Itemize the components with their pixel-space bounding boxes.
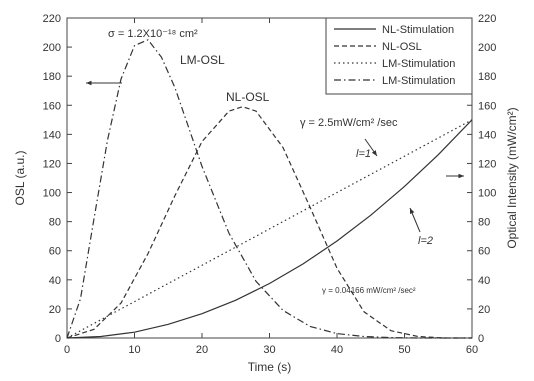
x-tick-label: 10 — [128, 344, 140, 356]
x-axis-label: Time (s) — [248, 360, 292, 374]
y-tick-label: 60 — [49, 246, 61, 258]
annotation-sigma: σ = 1.2X10⁻¹⁸ cm² — [108, 28, 198, 40]
y-tick-label: 200 — [43, 42, 61, 54]
annotation-l1: l=1 — [356, 148, 371, 160]
legend-box — [325, 17, 473, 95]
y-tick-label: 120 — [43, 158, 61, 170]
y2-tick-label: 60 — [478, 246, 490, 258]
y2-tick-label: 140 — [478, 129, 496, 141]
y2-tick-label: 0 — [478, 333, 484, 345]
annotation-gamma-nonlinear: γ = 0.04166 mW/cm² /sec² — [322, 286, 416, 295]
arrow-to-l2-curve-head — [410, 208, 415, 214]
y-tick-label: 40 — [49, 275, 61, 287]
legend-label-4: LM-Stimulation — [382, 75, 455, 87]
legend: NL-Stimulation NL-OSL LM-Stimulation LM-Sti… — [325, 17, 473, 95]
y2-tick-label: 80 — [478, 217, 490, 229]
y2-tick-label: 200 — [478, 42, 496, 54]
y-tick-label: 140 — [43, 129, 61, 141]
arrow-to-l1-curve-head — [371, 150, 377, 156]
x-tick-label: 60 — [466, 344, 478, 356]
y2-axis-label: Optical Intensity (mW/cm²) — [505, 107, 519, 248]
y2-tick-label: 180 — [478, 71, 496, 83]
y-axis-label: OSL (a.u.) — [13, 151, 27, 206]
y-tick-label: 20 — [49, 304, 61, 316]
legend-label-2: NL-OSL — [382, 41, 422, 53]
y2-tick-label: 120 — [478, 158, 496, 170]
y-tick-label: 220 — [43, 13, 61, 25]
legend-label-1: NL-Stimulation — [382, 24, 454, 36]
y-tick-label: 180 — [43, 71, 61, 83]
y-tick-label: 0 — [55, 333, 61, 345]
y2-tick-label: 100 — [478, 188, 496, 200]
y-tick-label: 160 — [43, 100, 61, 112]
y2-tick-label: 40 — [478, 275, 490, 287]
arrow-to-right-axis-head — [458, 173, 464, 179]
x-tick-label: 40 — [331, 344, 343, 356]
annotation-nl-osl: NL-OSL — [226, 90, 270, 104]
y-tick-label: 80 — [49, 217, 61, 229]
annotation-gamma-linear: γ = 2.5mW/cm² /sec — [300, 117, 398, 129]
y-tick-label: 100 — [43, 188, 61, 200]
legend-label-3: LM-Stimulation — [382, 58, 455, 70]
series-3-dotted-line — [66, 119, 473, 339]
annotation-l2: l=2 — [418, 235, 433, 247]
x-tick-label: 30 — [263, 344, 275, 356]
x-tick-label: 20 — [196, 344, 208, 356]
series-2-dashed-line — [66, 106, 472, 339]
curves — [66, 39, 473, 339]
y2-tick-label: 20 — [478, 304, 490, 316]
series-4-dash-dot-line — [66, 39, 472, 339]
x-tick-label: 50 — [398, 344, 410, 356]
series-1-solid-line — [66, 119, 473, 339]
annotation-lm-osl: LM-OSL — [180, 53, 225, 67]
y2-tick-label: 220 — [478, 13, 496, 25]
y2-tick-label: 160 — [478, 100, 496, 112]
arrow-to-left-axis-head — [86, 80, 92, 86]
annotations: σ = 1.2X10⁻¹⁸ cm² LM-OSL NL-OSL γ = 2.5mW/c… — [86, 28, 464, 295]
x-tick-label: 0 — [64, 344, 70, 356]
